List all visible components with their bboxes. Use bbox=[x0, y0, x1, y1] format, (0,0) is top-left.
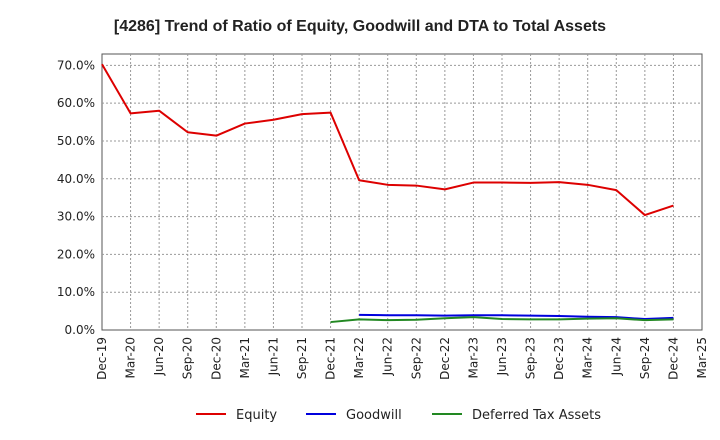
x-tick-label: Jun-23 bbox=[495, 337, 509, 376]
x-tick-label: Dec-22 bbox=[438, 337, 452, 380]
x-tick-label: Mar-25 bbox=[695, 337, 709, 378]
y-tick-label: 70.0% bbox=[57, 58, 95, 72]
series-line-deferred-tax-assets bbox=[330, 316, 674, 324]
x-tick-label: Mar-24 bbox=[581, 337, 595, 378]
y-tick-label: 60.0% bbox=[57, 96, 95, 110]
y-tick-label: 0.0% bbox=[65, 323, 96, 337]
x-tick-label: Mar-21 bbox=[238, 337, 252, 378]
x-tick-label: Mar-20 bbox=[124, 337, 138, 378]
x-tick-label: Dec-20 bbox=[209, 337, 223, 380]
plot-area bbox=[101, 53, 703, 331]
legend: Equity Goodwill Deferred Tax Assets bbox=[196, 408, 601, 423]
x-tick-label: Mar-22 bbox=[352, 337, 366, 378]
x-axis: Dec-19 Mar-20 Jun-20 Sep-20 Dec-20 Mar-21 Jun-… bbox=[95, 337, 709, 380]
x-tick-label: Sep-21 bbox=[295, 337, 309, 379]
x-tick-label: Jun-21 bbox=[266, 337, 280, 376]
legend-label-equity: Equity bbox=[236, 408, 277, 423]
grid bbox=[102, 54, 702, 330]
x-tick-label: Dec-19 bbox=[95, 337, 109, 380]
y-tick-label: 50.0% bbox=[57, 134, 95, 148]
y-tick-label: 20.0% bbox=[57, 247, 95, 261]
y-tick-label: 40.0% bbox=[57, 172, 95, 186]
x-tick-label: Dec-24 bbox=[666, 337, 680, 380]
x-tick-label: Mar-23 bbox=[466, 337, 480, 378]
x-tick-label: Jun-20 bbox=[152, 337, 166, 376]
series-line-goodwill bbox=[359, 313, 674, 321]
x-tick-label: Jun-24 bbox=[609, 337, 623, 376]
x-tick-label: Sep-20 bbox=[181, 337, 195, 379]
series-layer bbox=[101, 63, 674, 324]
x-tick-label: Dec-21 bbox=[324, 337, 338, 380]
x-tick-label: Sep-23 bbox=[524, 337, 538, 379]
x-tick-label: Sep-24 bbox=[638, 337, 652, 379]
x-tick-label: Jun-22 bbox=[381, 337, 395, 376]
y-axis: 0.0% 10.0% 20.0% 30.0% 40.0% 50.0% 60.0% 70.0% bbox=[57, 58, 95, 337]
legend-label-goodwill: Goodwill bbox=[346, 408, 402, 423]
x-tick-label: Sep-22 bbox=[409, 337, 423, 379]
legend-label-deferred-tax-assets: Deferred Tax Assets bbox=[472, 408, 601, 423]
y-tick-label: 30.0% bbox=[57, 210, 95, 224]
series-line-equity bbox=[101, 63, 674, 217]
chart-title: [4286] Trend of Ratio of Equity, Goodwil… bbox=[114, 18, 606, 35]
x-tick-label: Dec-23 bbox=[552, 337, 566, 380]
y-tick-label: 10.0% bbox=[57, 285, 95, 299]
